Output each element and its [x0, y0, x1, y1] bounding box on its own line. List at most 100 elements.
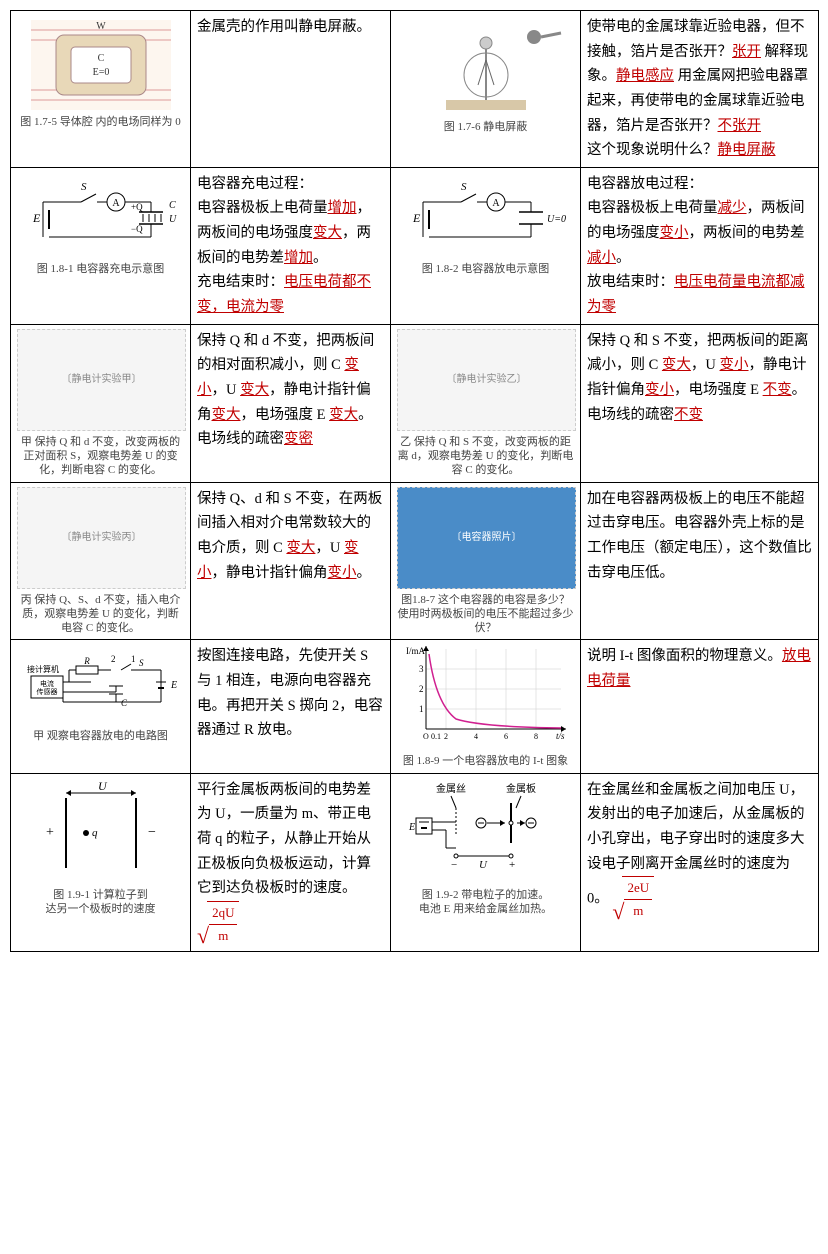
svg-text:U: U — [169, 214, 177, 225]
table-row: W C E=0 图 1.7-5 导体腔 内的电场同样为 0 金属壳的作用叫静电屏… — [11, 11, 819, 168]
it-curve-chart: I/mA 321 O0.12468 t/s — [401, 644, 571, 754]
svg-text:金属丝: 金属丝 — [436, 782, 466, 795]
svg-text:A: A — [492, 198, 500, 209]
caption-1-8-7: 图1.8-7 这个电容器的电容是多少？使用时两极板间的电压不能超过多少伏？ — [397, 593, 574, 636]
svg-text:U: U — [98, 779, 108, 793]
svg-text:传感器: 传感器 — [36, 687, 57, 696]
table-row: U + − q 图 1.9-1 计算粒子到 达另一个极板时的速度 平行金属板两板间… — [11, 773, 819, 951]
svg-text:t/s: t/s — [556, 731, 565, 741]
caption-1-9-1: 图 1.9-1 计算粒子到 达另一个极板时的速度 — [17, 888, 184, 917]
text-it-area: 说明 I-t 图像面积的物理意义。放电电荷量 — [581, 640, 819, 773]
svg-text:2: 2 — [419, 684, 424, 694]
parallel-plates: U + − q — [26, 778, 176, 888]
figure-cell-1-7-5: W C E=0 图 1.7-5 导体腔 内的电场同样为 0 — [11, 11, 191, 168]
svg-text:8: 8 — [534, 732, 538, 741]
caption-1-8-2: 图 1.8-2 电容器放电示意图 — [397, 262, 574, 276]
discharging-circuit: E S A U=0 — [401, 172, 571, 262]
caption-jia: 甲 保持 Q 和 d 不变，改变两板的正对面积 S，观察电势差 U 的变化，判断… — [17, 435, 184, 478]
table-row: 电流传感器 接计算机 R 2 1 S E C 甲 观察电容器放电的电路图 按图连接… — [11, 640, 819, 773]
caption-1-8-9: 图 1.8-9 一个电容器放电的 I-t 图象 — [397, 754, 574, 768]
electroscope-diagram — [406, 15, 566, 120]
text-rated-voltage: 加在电容器两极板上的电压不能超过击穿电压。电容器外壳上标的是工作电压（额定电压）… — [581, 482, 819, 640]
svg-text:S: S — [139, 658, 144, 668]
label-e: E=0 — [92, 67, 109, 78]
svg-text:U: U — [479, 859, 488, 871]
figure-cell-1-8-9: I/mA 321 O0.12468 t/s 图 1.8-9 一个电容器放电的 I… — [391, 640, 581, 773]
text-dielectric: 保持 Q、d 和 S 不变，在两板间插入相对介电常数较大的电介质，则 C 变大，… — [191, 482, 391, 640]
svg-text:2: 2 — [444, 732, 448, 741]
svg-text:2: 2 — [111, 654, 116, 664]
answer: 静电感应 — [616, 68, 674, 84]
svg-text:E: E — [408, 822, 415, 833]
svg-text:q: q — [92, 827, 98, 839]
svg-text:0.1: 0.1 — [431, 732, 441, 741]
svg-text:1: 1 — [419, 704, 424, 714]
charging-circuit: E S A C +Q −Q U — [21, 172, 181, 262]
svg-text:E: E — [170, 680, 177, 691]
apparatus-icon: 〔静电计实验乙〕 — [397, 329, 576, 431]
svg-text:+: + — [46, 825, 54, 840]
text-shielding: 金属壳的作用叫静电屏蔽。 — [191, 11, 391, 168]
svg-text:金属板: 金属板 — [506, 782, 536, 795]
caption-yi: 乙 保持 Q 和 S 不变，改变两板的距离 d，观察电势差 U 的变化，判断电容… — [397, 435, 574, 478]
svg-text:O: O — [423, 732, 429, 741]
figure-cell-jia: 〔静电计实验甲〕 甲 保持 Q 和 d 不变，改变两板的正对面积 S，观察电势差… — [11, 324, 191, 482]
figure-cell-bing: 〔静电计实验丙〕 丙 保持 Q、S、d 不变，插入电介质，观察电势差 U 的变化… — [11, 482, 191, 640]
svg-text:U=0: U=0 — [547, 214, 566, 225]
text-discharging: 电容器放电过程： 电容器极板上电荷量减少，两板间的电场强度变小，两板间的电势差减… — [581, 167, 819, 324]
caption-1-9-2: 图 1.9-2 带电粒子的加速。 电池 E 用来给金属丝加热。 — [397, 888, 574, 917]
figure-cell-1-8-1: E S A C +Q −Q U 图 1.8-1 电容器充电示意图 — [11, 167, 191, 324]
figure-cell-discharge-circuit: 电流传感器 接计算机 R 2 1 S E C 甲 观察电容器放电的电路图 — [11, 640, 191, 773]
svg-text:C: C — [121, 698, 128, 708]
svg-text:−Q: −Q — [131, 224, 143, 234]
text-charging: 电容器充电过程： 电容器极板上电荷量增加，两板间的电场强度变大，两板间的电势差增… — [191, 167, 391, 324]
table-row: 〔静电计实验丙〕 丙 保持 Q、S、d 不变，插入电介质，观察电势差 U 的变化… — [11, 482, 819, 640]
caption-1-8-1: 图 1.8-1 电容器充电示意图 — [17, 262, 184, 276]
formula-sqrt: √ 2qUm — [197, 901, 239, 947]
svg-text:+: + — [509, 859, 515, 871]
figure-cell-yi: 〔静电计实验乙〕 乙 保持 Q 和 S 不变，改变两板的距离 d，观察电势差 U… — [391, 324, 581, 482]
svg-text:A: A — [112, 198, 120, 209]
text-rc-procedure: 按图连接电路，先使开关 S 与 1 相连，电源向电容器充电。再把开关 S 掷向 … — [191, 640, 391, 773]
formula-sqrt: √ 2eUm — [612, 876, 654, 922]
figure-cell-1-9-2: 金属丝 金属板 E U − + 图 1.9-2 带电粒子的加速。 电池 E 用来给… — [391, 773, 581, 951]
text-particle-speed: 平行金属板两板间的电势差为 U，一质量为 m、带正电荷 q 的粒子，从静止开始从… — [191, 773, 391, 951]
svg-text:S: S — [461, 181, 467, 193]
capacitor-photo-icon: 〔电容器照片〕 — [397, 487, 576, 589]
svg-text:接计算机: 接计算机 — [27, 664, 59, 674]
figure-cell-1-7-6: 图 1.7-6 静电屏蔽 — [391, 11, 581, 168]
svg-text:6: 6 — [504, 732, 508, 741]
caption-1-7-6: 图 1.7-6 静电屏蔽 — [397, 120, 574, 134]
svg-text:E: E — [32, 211, 41, 225]
svg-text:+Q: +Q — [131, 202, 143, 212]
answer: 不张开 — [718, 118, 762, 134]
electron-gun: 金属丝 金属板 E U − + — [401, 778, 571, 888]
figure-cell-1-8-2: E S A U=0 图 1.8-2 电容器放电示意图 — [391, 167, 581, 324]
answer: 静电屏蔽 — [718, 142, 776, 158]
label-w: W — [96, 21, 106, 32]
table-row: 〔静电计实验甲〕 甲 保持 Q 和 d 不变，改变两板的正对面积 S，观察电势差… — [11, 324, 819, 482]
svg-text:1: 1 — [131, 654, 136, 664]
apparatus-icon: 〔静电计实验丙〕 — [17, 487, 186, 589]
label-c: C — [97, 53, 104, 64]
apparatus-icon: 〔静电计实验甲〕 — [17, 329, 186, 431]
text-distance-change: 保持 Q 和 S 不变，把两板间的距离减小，则 C 变大，U 变小，静电计指针偏… — [581, 324, 819, 482]
shielding-diagram: W C E=0 — [26, 15, 176, 115]
svg-text:电流: 电流 — [40, 679, 54, 688]
svg-text:E: E — [412, 211, 421, 225]
svg-text:R: R — [83, 656, 90, 666]
physics-notes-table: W C E=0 图 1.7-5 导体腔 内的电场同样为 0 金属壳的作用叫静电屏… — [10, 10, 819, 952]
text-electron-speed: 在金属丝和金属板之间加电压 U，发射出的电子加速后，从金属板的小孔穿出，电子穿出… — [581, 773, 819, 951]
table-row: E S A C +Q −Q U 图 1.8-1 电容器充电示意图 电容器充电过程：… — [11, 167, 819, 324]
text-area-change: 保持 Q 和 d 不变，把两板间的相对面积减小，则 C 变小，U 变大，静电计指… — [191, 324, 391, 482]
caption-1-7-5: 图 1.7-5 导体腔 内的电场同样为 0 — [17, 115, 184, 129]
svg-text:S: S — [81, 181, 87, 193]
svg-text:−: − — [451, 859, 457, 871]
rc-circuit: 电流传感器 接计算机 R 2 1 S E C — [21, 644, 181, 729]
caption-bing: 丙 保持 Q、S、d 不变，插入电介质，观察电势差 U 的变化，判断电容 C 的… — [17, 593, 184, 636]
svg-text:−: − — [148, 825, 156, 840]
figure-cell-1-8-7: 〔电容器照片〕 图1.8-7 这个电容器的电容是多少？使用时两极板间的电压不能超… — [391, 482, 581, 640]
svg-text:4: 4 — [474, 732, 478, 741]
svg-text:C: C — [169, 200, 176, 211]
caption-discharge-circuit: 甲 观察电容器放电的电路图 — [17, 729, 184, 743]
